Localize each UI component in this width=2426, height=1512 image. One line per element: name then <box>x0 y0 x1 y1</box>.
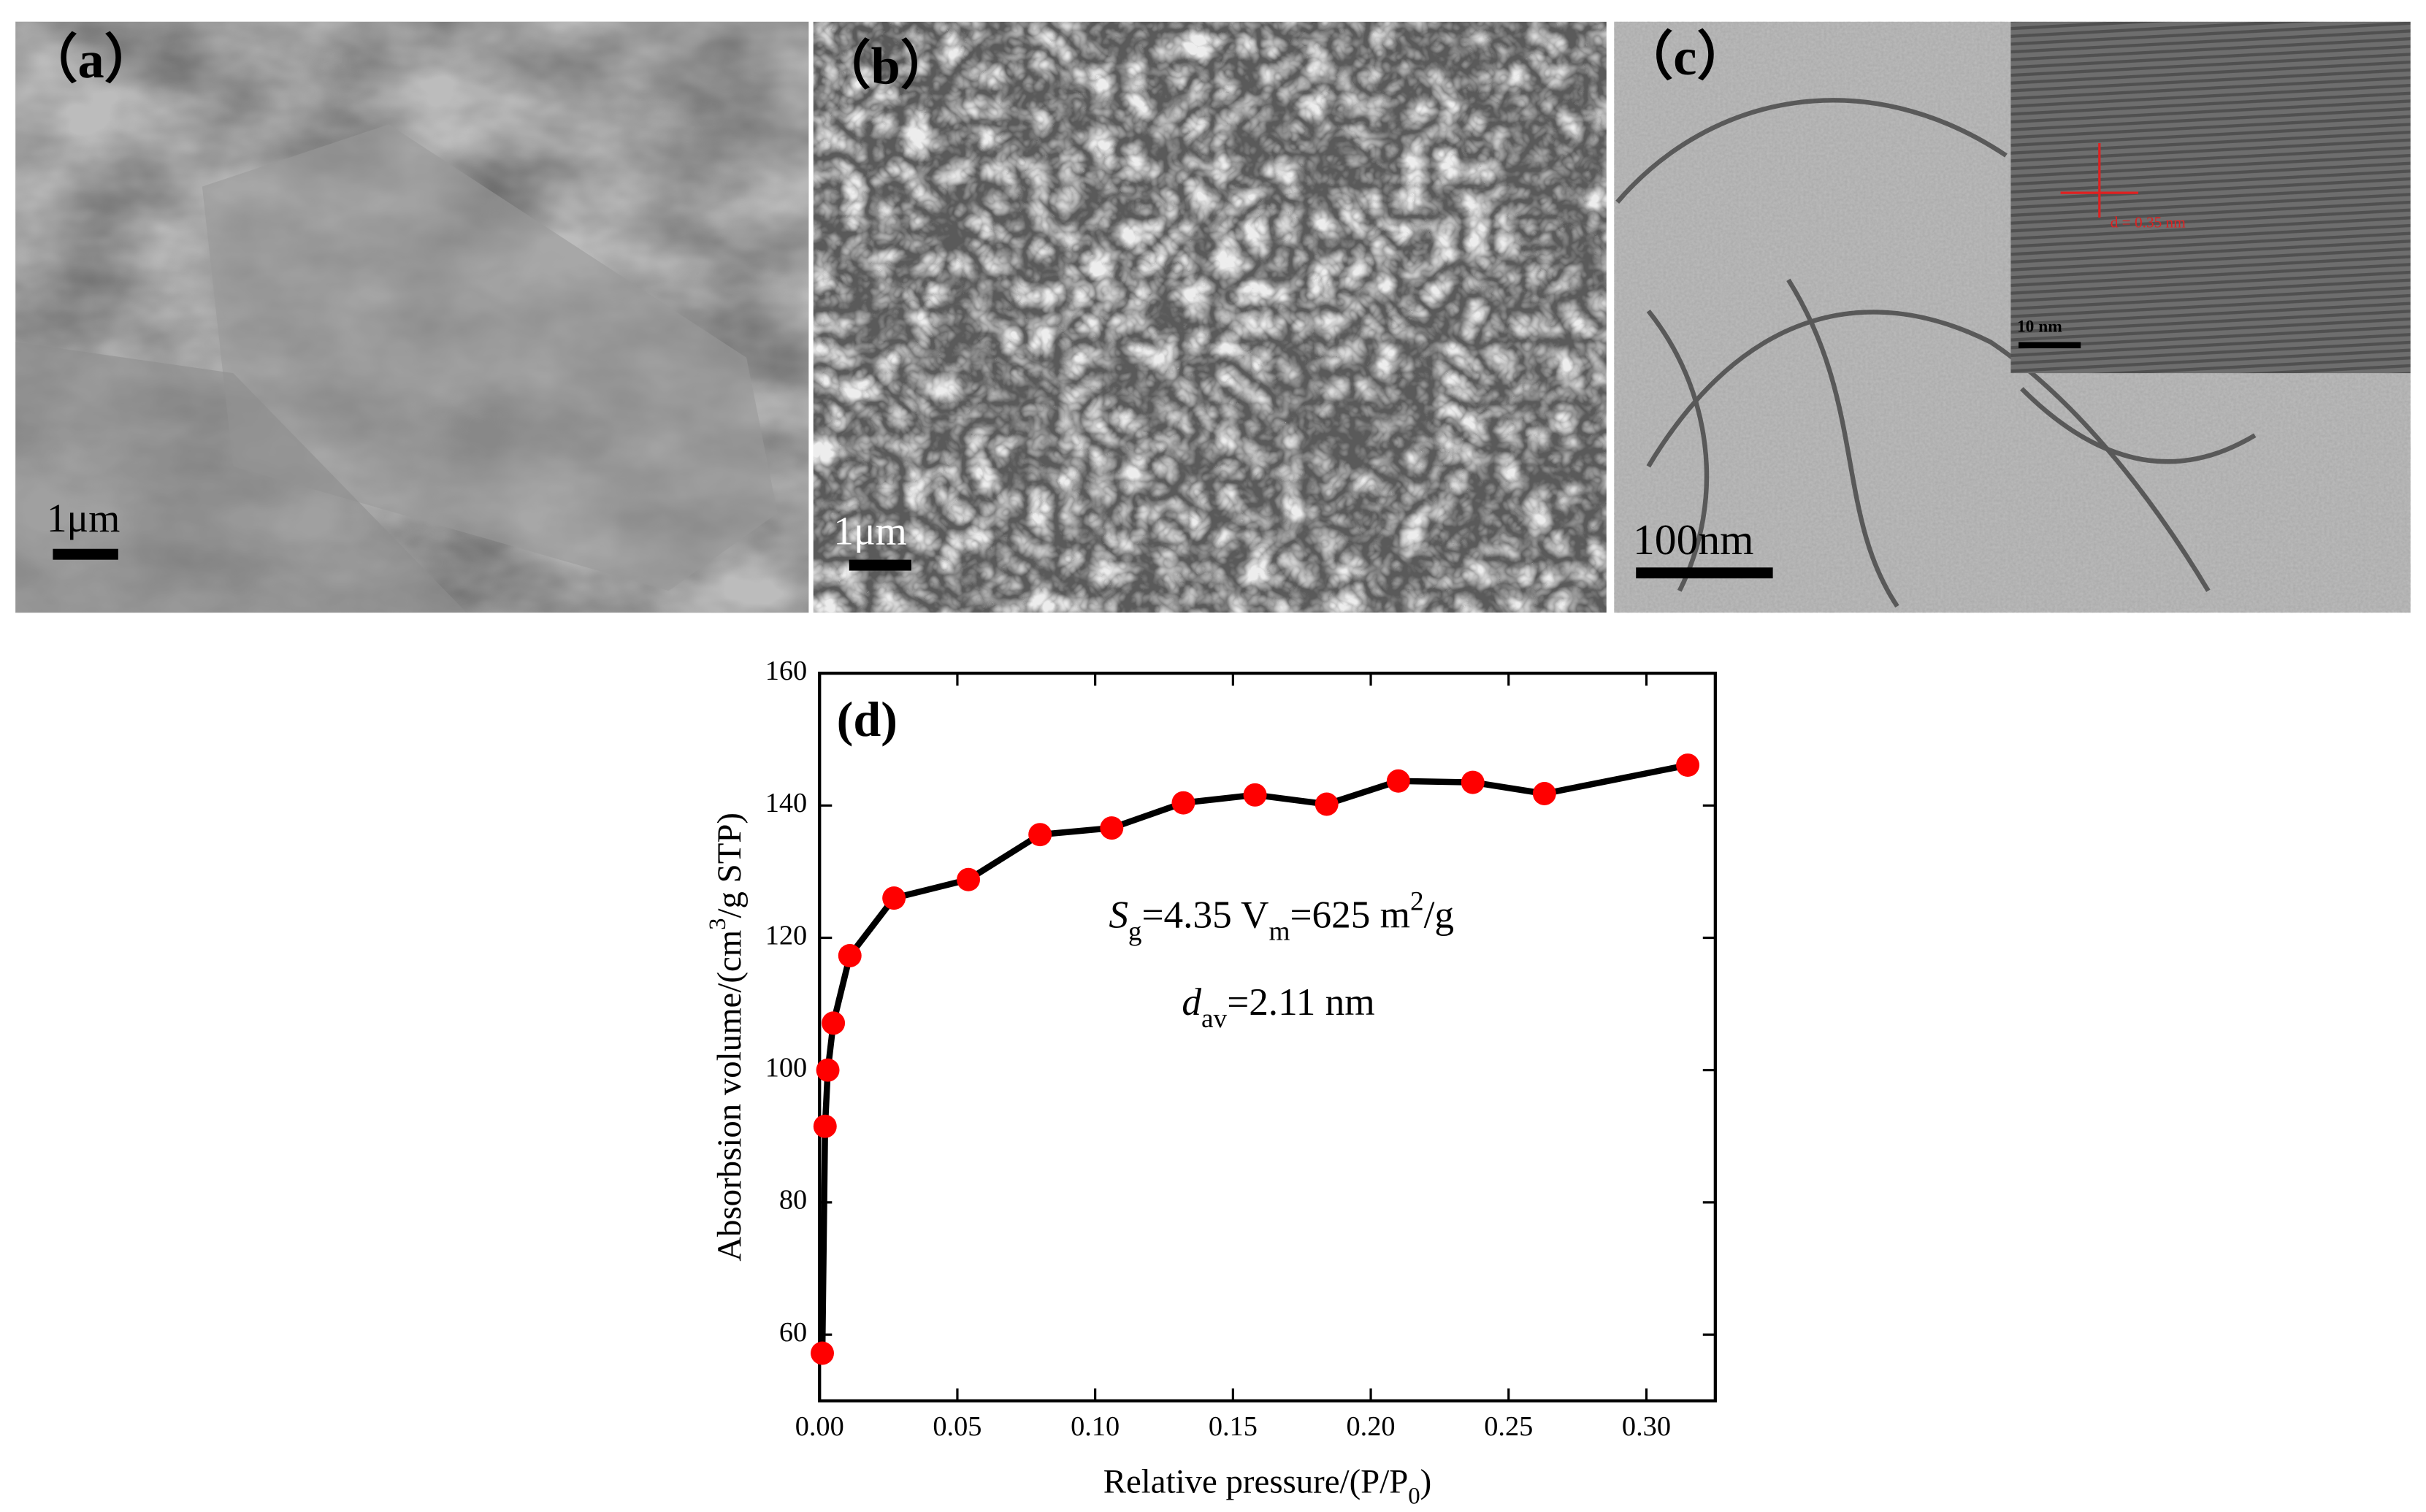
text-part: 0 <box>1408 1483 1420 1509</box>
panel-c <box>1614 21 2411 613</box>
inset-annotation: d = 0.35 nm <box>2111 214 2186 231</box>
text-part: 2 <box>1410 887 1424 917</box>
inset-scale-label: 10 nm <box>2017 318 2062 337</box>
data-point <box>1171 791 1195 815</box>
data-point <box>882 886 906 910</box>
text-part: =625 m <box>1290 894 1410 937</box>
panel-label: （b） <box>818 37 953 96</box>
annotation: dav=2.11 nm <box>1182 981 1374 1034</box>
text-part: 3 <box>705 918 731 929</box>
y-axis-label: Absorbsion volume/(cm3/g STP) <box>705 813 749 1262</box>
data-point <box>1243 783 1267 807</box>
text-part: g <box>1128 917 1142 947</box>
plot-frame <box>818 671 1717 1402</box>
x-tick-label: 0.10 <box>1071 1411 1120 1442</box>
text-part: S <box>1109 894 1128 937</box>
text-part: Absorbsion volume/(cm <box>711 930 749 1262</box>
text-part: =4.35 V <box>1142 894 1269 937</box>
y-tick-label: 120 <box>765 920 808 951</box>
text-part: av <box>1201 1004 1228 1034</box>
data-point <box>1028 823 1052 847</box>
annotation: Sg=4.35 Vm=625 m2/g <box>1109 887 1454 947</box>
micrograph-texture <box>813 21 1607 613</box>
data-point <box>811 1341 834 1365</box>
data-point <box>813 1114 837 1138</box>
data-point <box>1315 792 1339 816</box>
inset-scale-bar <box>2019 342 2081 349</box>
panel-label: (d) <box>837 691 898 747</box>
text-part: Relative pressure/(P/P <box>1103 1462 1408 1500</box>
panel-label: （a） <box>25 30 157 89</box>
panel-a <box>15 21 809 613</box>
data-point <box>1676 753 1700 778</box>
scale-bar <box>53 548 118 560</box>
scale-label: 1μm <box>47 496 120 540</box>
data-point <box>822 1011 846 1035</box>
text-part: d <box>1182 981 1201 1024</box>
data-point <box>1461 770 1485 794</box>
data-point <box>816 1058 840 1082</box>
x-tick-label: 0.00 <box>795 1411 844 1442</box>
chart: 60 80 100 120 140 160 0.00 0.05 0.10 0.15 0.20 0.25… <box>705 656 1717 1509</box>
x-tick-label: 0.05 <box>933 1411 982 1442</box>
y-tick-label: 160 <box>765 656 808 686</box>
x-tick-label: 0.30 <box>1622 1411 1671 1442</box>
crystal <box>15 342 467 613</box>
data-point <box>1100 816 1124 840</box>
scale-label: 100nm <box>1633 515 1754 564</box>
crystal <box>202 124 778 591</box>
data-point <box>1532 782 1556 805</box>
text-part: ) <box>1420 1462 1432 1500</box>
series-line <box>819 761 1688 1354</box>
panel-labels: （a） 1μm （b） 1μm （c） 100nm 10 nm d = 0.35… <box>25 27 2186 564</box>
y-tick-label: 60 <box>779 1317 807 1348</box>
data-point <box>957 867 981 891</box>
data-point <box>838 943 862 967</box>
text-part: =2.11 nm <box>1227 981 1374 1024</box>
panel-label: （c） <box>1620 27 1750 86</box>
y-tick-label: 100 <box>765 1053 808 1083</box>
x-tick-label: 0.20 <box>1347 1411 1396 1442</box>
scale-label: 1μm <box>833 508 906 553</box>
panel-b <box>813 21 1607 613</box>
inset-hrtem <box>2010 21 2411 374</box>
data-point <box>1386 769 1410 793</box>
text-part: /g <box>1424 894 1454 937</box>
y-tick-label: 80 <box>779 1185 807 1216</box>
x-tick-label: 0.15 <box>1209 1411 1258 1442</box>
scale-bar <box>1636 567 1773 579</box>
inset-marker <box>2060 142 2139 218</box>
x-axis-label: Relative pressure/(P/P0) <box>1103 1462 1431 1509</box>
x-tick-label: 0.25 <box>1484 1411 1533 1442</box>
scale-bar <box>849 559 911 571</box>
y-tick-label: 140 <box>765 788 808 818</box>
text-part: /g STP) <box>711 813 749 918</box>
graphene-sheets <box>1615 98 2257 608</box>
text-part: m <box>1269 917 1290 947</box>
